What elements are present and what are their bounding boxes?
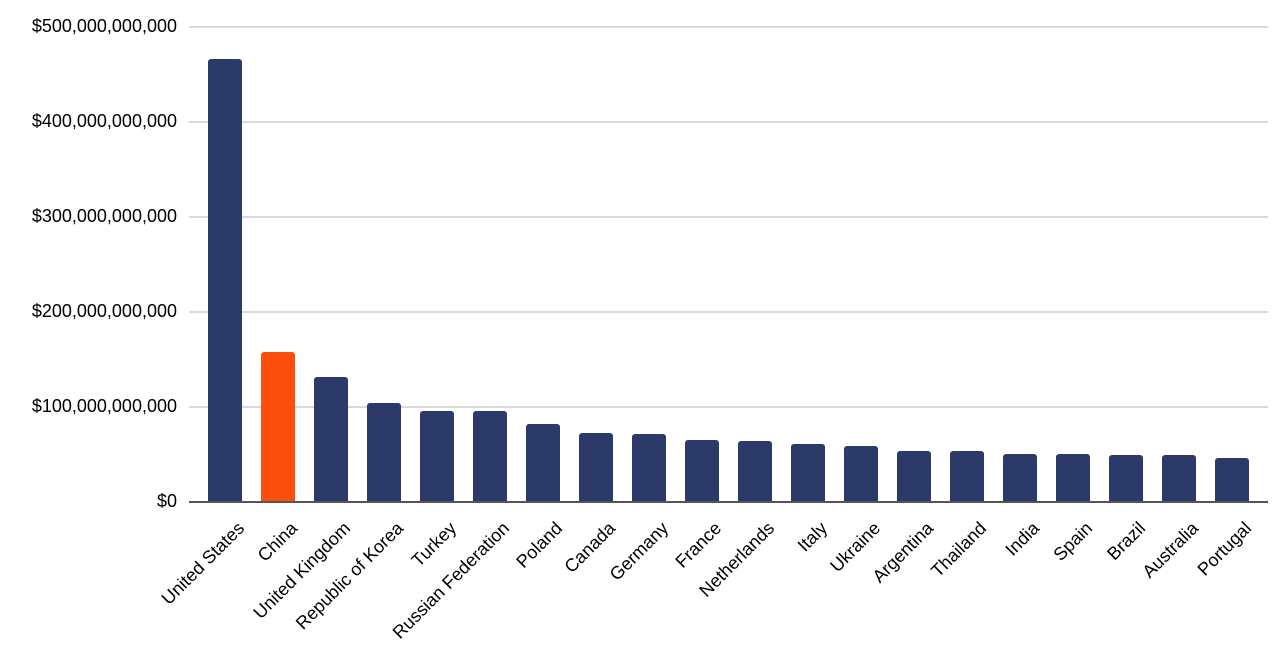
- bar-australia: [1162, 454, 1197, 502]
- x-tick-label-republic-of-korea: Republic of Korea: [291, 518, 407, 634]
- bar-portugal: [1215, 458, 1250, 502]
- x-tick-label-thailand: Thailand: [927, 518, 991, 581]
- bar-india: [1003, 453, 1038, 502]
- gridline: [189, 311, 1268, 313]
- gridline: [189, 216, 1268, 218]
- bar-germany: [631, 433, 666, 502]
- y-tick-label: $400,000,000,000: [31, 111, 177, 132]
- x-tick-label-russian-federation: Russian Federation: [388, 518, 513, 643]
- x-tick-label-india: India: [1001, 518, 1044, 560]
- bar-turkey: [419, 410, 454, 502]
- y-tick-label: $300,000,000,000: [31, 206, 177, 227]
- bar-united-kingdom: [313, 376, 348, 502]
- x-axis-baseline: [189, 501, 1268, 503]
- y-tick-label: $500,000,000,000: [31, 16, 177, 37]
- x-tick-label-united-states: United States: [157, 518, 248, 609]
- bar-thailand: [950, 450, 985, 502]
- x-tick-label-australia: Australia: [1138, 518, 1203, 582]
- x-tick-label-netherlands: Netherlands: [695, 518, 779, 601]
- x-tick-label-spain: Spain: [1049, 518, 1097, 565]
- x-tick-label-canada: Canada: [560, 518, 619, 577]
- x-tick-label-italy: Italy: [793, 518, 832, 556]
- x-tick-label-poland: Poland: [512, 518, 566, 572]
- gridline: [189, 26, 1268, 28]
- gridline: [189, 121, 1268, 123]
- bar-brazil: [1109, 454, 1144, 502]
- x-tick-label-turkey: Turkey: [407, 518, 460, 571]
- x-tick-label-brazil: Brazil: [1103, 518, 1150, 564]
- bar-united-states: [207, 59, 242, 502]
- x-tick-label-portugal: Portugal: [1194, 518, 1256, 580]
- x-tick-label-ukraine: Ukraine: [826, 518, 885, 577]
- gridline: [189, 406, 1268, 408]
- x-tick-label-united-kingdom: United Kingdom: [249, 518, 354, 623]
- bar-poland: [525, 424, 560, 502]
- bar-russian-federation: [472, 410, 507, 502]
- bar-netherlands: [738, 441, 772, 502]
- bar-france: [684, 440, 719, 502]
- bar-italy: [791, 444, 826, 502]
- x-tick-label-argentina: Argentina: [868, 518, 938, 587]
- bar-canada: [578, 432, 613, 502]
- x-tick-label-france: France: [671, 518, 726, 572]
- bar-argentina: [897, 450, 932, 502]
- bar-china: [260, 351, 295, 502]
- bar-spain: [1056, 453, 1091, 502]
- y-tick-label: $100,000,000,000: [31, 396, 177, 417]
- bar-republic-of-korea: [366, 403, 401, 502]
- bar-ukraine: [844, 446, 879, 502]
- y-tick-label: $200,000,000,000: [31, 301, 177, 322]
- x-tick-label-china: China: [253, 518, 301, 566]
- x-tick-label-germany: Germany: [605, 518, 673, 585]
- y-tick-label: $0: [156, 491, 177, 512]
